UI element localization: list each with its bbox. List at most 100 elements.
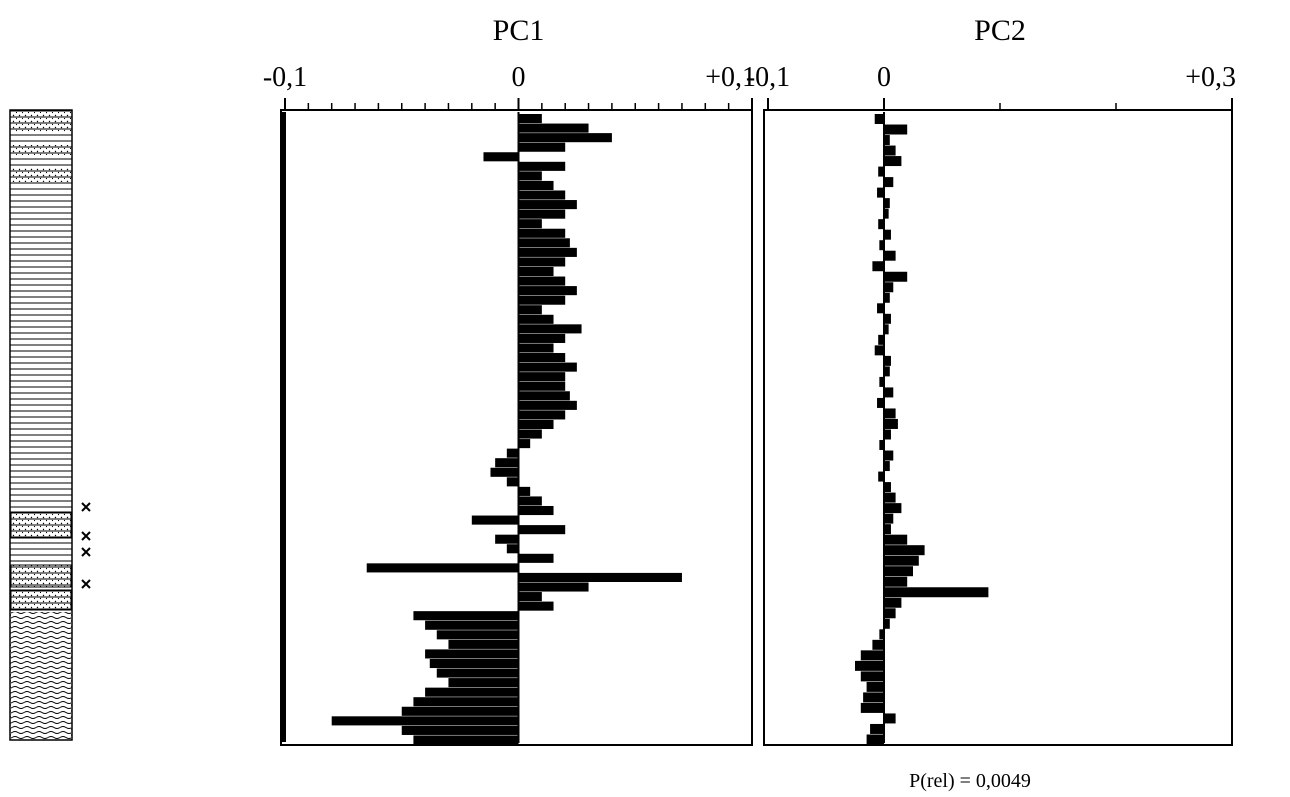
bar (884, 177, 894, 188)
bar (884, 713, 896, 724)
bar (518, 266, 554, 277)
bar (401, 706, 519, 716)
bar (874, 114, 884, 124)
bar (884, 366, 890, 377)
x-tick-label: 0 (512, 62, 526, 93)
bar (884, 229, 891, 240)
bar (506, 448, 519, 458)
bar (884, 282, 894, 293)
bar (401, 725, 519, 735)
bar (884, 503, 902, 514)
chart-title: PC1 (493, 14, 545, 47)
bar (884, 513, 894, 524)
bar (518, 553, 554, 563)
bar (483, 152, 519, 162)
bar (884, 524, 891, 535)
bar (879, 440, 884, 451)
bar (866, 734, 884, 745)
bar (518, 200, 577, 210)
bar (413, 611, 519, 621)
bar (518, 381, 566, 391)
bar (518, 219, 542, 229)
bar (518, 190, 566, 200)
bar (518, 286, 577, 296)
bar (884, 555, 919, 566)
bar (879, 376, 884, 387)
x-tick-label: +0,3 (1185, 62, 1236, 93)
bar (518, 276, 566, 286)
bar (884, 387, 894, 398)
bar (518, 496, 542, 506)
bar (518, 429, 542, 439)
bar (884, 534, 908, 545)
x-tick-label: -0,1 (263, 62, 307, 93)
bar (518, 228, 566, 238)
bar (884, 271, 908, 282)
bar (877, 397, 884, 408)
bar (884, 145, 896, 156)
bar (518, 133, 612, 143)
bar (518, 314, 554, 324)
bar (884, 450, 894, 461)
bar (884, 545, 925, 556)
bar (518, 400, 577, 410)
bar (436, 630, 519, 640)
bar (884, 156, 902, 167)
bar (429, 658, 519, 669)
bar (425, 687, 519, 697)
bar (518, 439, 531, 449)
bar (884, 618, 890, 629)
bar (878, 166, 884, 177)
bar (884, 566, 913, 577)
bar (878, 219, 884, 230)
bar (518, 362, 577, 372)
bar (879, 629, 884, 640)
bar (872, 261, 884, 272)
bar (518, 372, 566, 382)
bar (425, 649, 519, 659)
bar (413, 697, 519, 707)
plot-frame (280, 109, 753, 746)
chart-title: PC2 (974, 14, 1026, 47)
bar (878, 471, 884, 482)
bar (884, 292, 890, 303)
bar (436, 668, 519, 678)
bar (884, 587, 989, 598)
plot-frame (763, 109, 1233, 746)
bar (518, 592, 542, 602)
bar (860, 702, 884, 713)
bar (495, 458, 519, 468)
bar (518, 391, 570, 401)
bar (518, 305, 542, 315)
bar (506, 477, 519, 487)
bar (518, 582, 589, 592)
bar (518, 505, 554, 516)
bar (366, 563, 519, 573)
x-tick-label: +0,1 (705, 62, 756, 93)
bar (518, 114, 542, 124)
bar (884, 135, 890, 146)
bar (884, 576, 908, 587)
bar (884, 124, 908, 135)
bar (860, 671, 884, 682)
bar (518, 572, 682, 582)
bar (884, 313, 891, 324)
bar (425, 620, 519, 630)
fossil-icons (81, 502, 91, 589)
bar (518, 343, 554, 353)
bar (448, 639, 519, 649)
bar (884, 355, 891, 366)
bar (518, 525, 566, 535)
bar (518, 161, 566, 171)
bar (518, 353, 566, 363)
bar (490, 467, 519, 477)
bar (495, 534, 519, 544)
bar (884, 597, 902, 608)
bar (518, 333, 566, 343)
bar (884, 408, 896, 419)
bar (877, 303, 884, 314)
bar (872, 639, 884, 650)
bar (518, 180, 554, 191)
bar (878, 334, 884, 345)
x-tick-label: 0 (877, 62, 891, 93)
